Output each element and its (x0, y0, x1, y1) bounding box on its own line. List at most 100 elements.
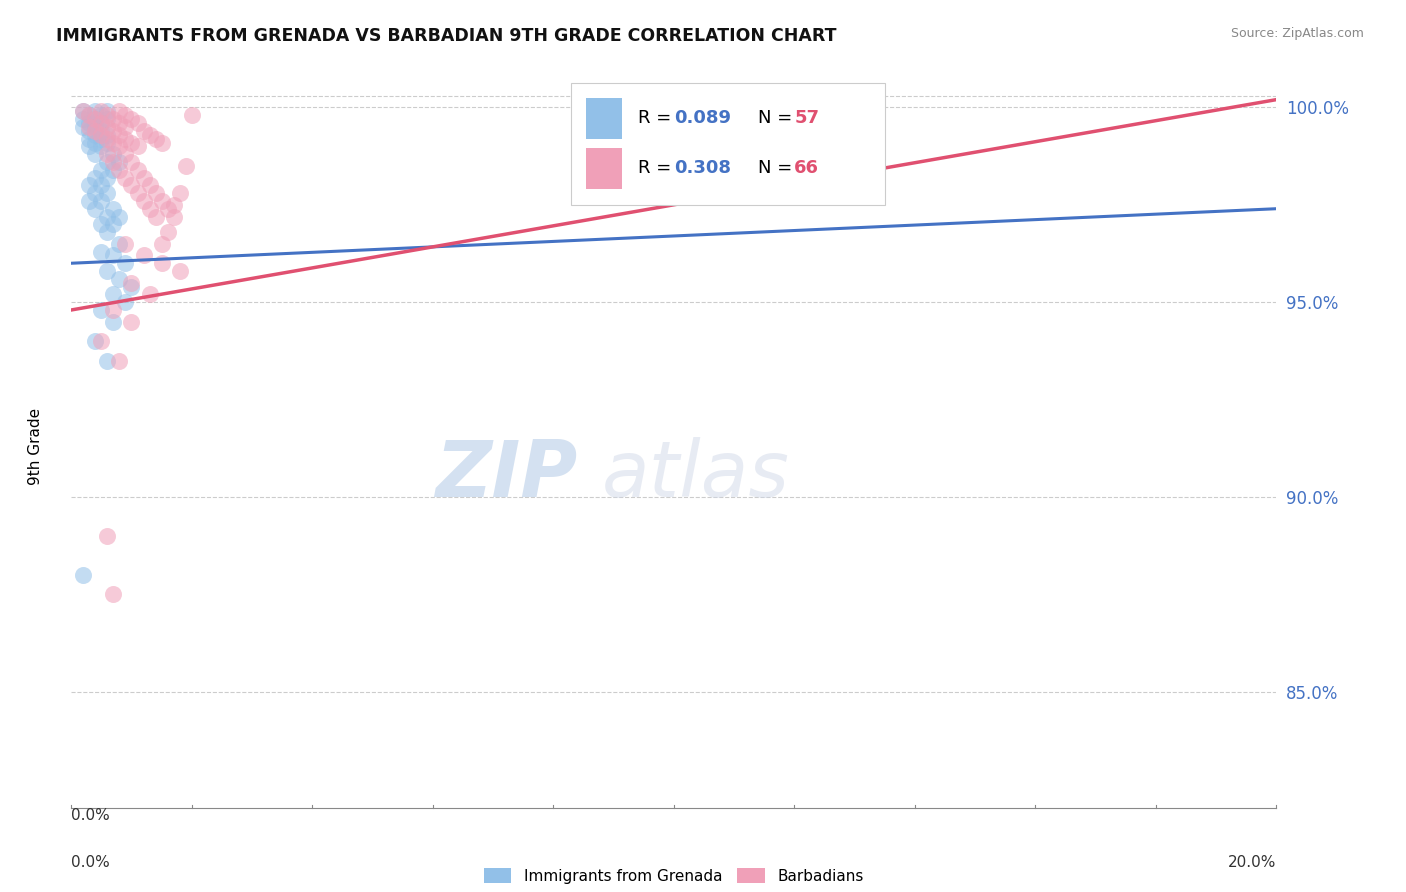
Text: 0.089: 0.089 (673, 109, 731, 127)
Point (96, 353, 118, 368)
Point (127, 116, 149, 130)
Point (90, 194, 112, 208)
Point (132, 248, 155, 262)
Text: R =: R = (637, 109, 676, 127)
Point (96, 128, 118, 142)
Point (150, 194, 173, 208)
Point (114, 147, 136, 161)
Point (84, 112, 107, 127)
Point (150, 236, 173, 251)
Point (108, 155, 131, 169)
Point (132, 124, 155, 138)
Point (84, 124, 107, 138)
Point (127, 186, 149, 201)
Point (114, 108, 136, 122)
Point (138, 128, 160, 142)
Point (138, 287, 160, 301)
Point (79, 108, 101, 122)
Point (145, 131, 167, 145)
Point (96, 147, 118, 161)
Point (150, 136, 173, 150)
Point (163, 198, 186, 212)
Point (90, 303, 112, 318)
Point (103, 162, 125, 177)
Point (72, 120, 94, 134)
Point (114, 236, 136, 251)
Point (90, 104, 112, 119)
Point (108, 353, 131, 368)
Text: 0.0%: 0.0% (72, 855, 110, 870)
Point (90, 128, 112, 142)
Point (103, 287, 125, 301)
Point (72, 567, 94, 582)
Point (90, 116, 112, 130)
Point (84, 186, 107, 201)
Point (79, 108, 101, 122)
Text: 9th Grade: 9th Grade (28, 408, 42, 484)
Point (90, 217, 112, 231)
Point (90, 124, 112, 138)
Point (90, 162, 112, 177)
Text: N =: N = (758, 160, 799, 178)
Point (169, 186, 191, 201)
Point (84, 104, 107, 119)
Point (121, 315, 143, 329)
Point (121, 112, 143, 127)
Text: 0.0%: 0.0% (72, 808, 110, 823)
Point (103, 303, 125, 318)
Point (84, 136, 107, 150)
Point (169, 264, 191, 278)
Point (90, 244, 112, 259)
Point (138, 202, 160, 216)
Point (96, 225, 118, 239)
Point (79, 116, 101, 130)
Point (108, 139, 131, 153)
Point (84, 120, 107, 134)
Point (79, 178, 101, 193)
Point (96, 155, 118, 169)
Point (79, 124, 101, 138)
Point (103, 124, 125, 138)
Point (127, 139, 149, 153)
Point (84, 334, 107, 348)
Point (103, 136, 125, 150)
Point (96, 170, 118, 185)
Text: 20.0%: 20.0% (1227, 855, 1277, 870)
Point (145, 186, 167, 201)
Point (121, 155, 143, 169)
Point (96, 112, 118, 127)
Point (84, 147, 107, 161)
Point (114, 295, 136, 310)
Point (84, 112, 107, 127)
Point (84, 128, 107, 142)
Point (103, 147, 125, 161)
Point (108, 272, 131, 286)
Point (156, 225, 179, 239)
Text: atlas: atlas (602, 437, 789, 514)
Point (108, 236, 131, 251)
Point (96, 186, 118, 201)
Point (163, 210, 186, 224)
Point (96, 210, 118, 224)
Text: 57: 57 (794, 109, 820, 127)
Point (103, 155, 125, 169)
Point (96, 108, 118, 122)
Point (108, 210, 131, 224)
Bar (586, 98, 621, 139)
Point (138, 178, 160, 193)
Point (79, 139, 101, 153)
Point (103, 315, 125, 329)
Text: IMMIGRANTS FROM GRENADA VS BARBADIAN 9TH GRADE CORRELATION CHART: IMMIGRANTS FROM GRENADA VS BARBADIAN 9TH… (56, 27, 837, 45)
Point (114, 170, 136, 185)
Point (103, 112, 125, 127)
Point (90, 116, 112, 130)
Point (132, 170, 155, 185)
Text: 0.308: 0.308 (673, 160, 731, 178)
Point (121, 276, 143, 290)
Text: R =: R = (637, 160, 676, 178)
Point (84, 202, 107, 216)
Point (96, 136, 118, 150)
Point (90, 178, 112, 193)
Point (72, 112, 94, 127)
Text: 66: 66 (794, 160, 820, 178)
